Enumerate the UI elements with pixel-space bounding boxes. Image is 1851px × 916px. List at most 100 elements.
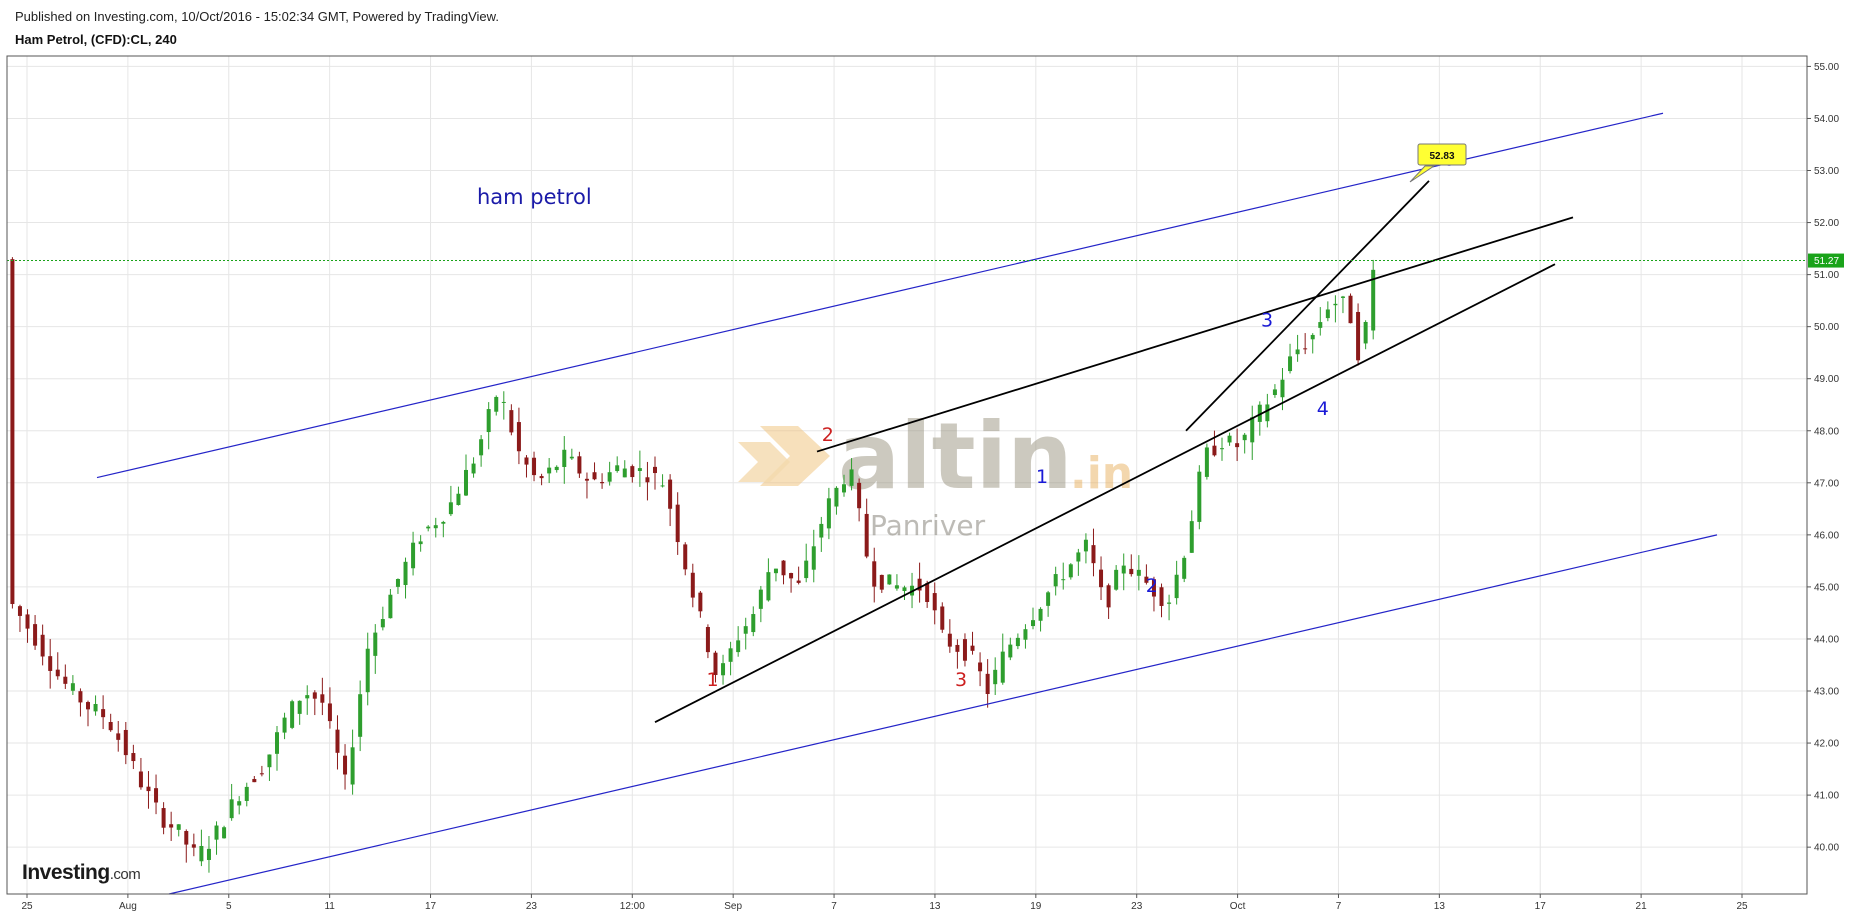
candle-body [932, 593, 937, 611]
candle-body [1083, 539, 1088, 552]
candle-body [819, 523, 824, 538]
price-callout: 52.83 [1409, 143, 1467, 183]
x-tick-label: 13 [1434, 901, 1446, 912]
candle-body [191, 844, 196, 848]
candle-body [297, 700, 302, 714]
candle-body [131, 753, 136, 762]
candle-body [373, 632, 378, 656]
wave-label: 2 [822, 424, 834, 446]
candle-body [902, 587, 907, 591]
candle-body [1182, 557, 1187, 579]
candle-body [879, 574, 884, 590]
channel-upper-line [96, 112, 1664, 479]
candle-body [441, 521, 446, 524]
candle-body [146, 786, 151, 792]
candle-body [116, 733, 121, 740]
candle-body [93, 703, 98, 712]
candle-body [275, 732, 279, 754]
candle-body [721, 663, 726, 676]
x-tick-label: 23 [526, 901, 538, 912]
candle-body [758, 589, 763, 609]
candle-body [138, 771, 143, 788]
candle-body [176, 824, 181, 830]
candle-body [471, 463, 476, 474]
candle-body [350, 747, 355, 785]
candle-body [736, 640, 741, 653]
candle-body [1053, 574, 1058, 587]
candle-body [940, 606, 945, 630]
candle-body [955, 644, 960, 652]
candle-body [327, 703, 332, 722]
candle-body [1303, 348, 1308, 350]
y-tick-label: 45.00 [1814, 582, 1839, 593]
candle-body [282, 717, 287, 733]
candle-body [380, 619, 385, 628]
candle-body [615, 465, 620, 472]
candle-body [645, 477, 650, 483]
candle-body [267, 754, 272, 768]
candle-body [1151, 579, 1156, 597]
candle-body [1038, 608, 1043, 621]
candle-body [887, 574, 892, 585]
x-tick-label: 5 [226, 901, 232, 912]
candle-body [184, 831, 189, 845]
trendline [1185, 180, 1430, 432]
candle-body [365, 648, 370, 693]
candle-body [789, 573, 794, 579]
x-tick-label: 7 [1336, 901, 1342, 912]
candle-body [773, 568, 778, 574]
candle-body [70, 683, 75, 691]
candle-body [1356, 311, 1361, 361]
candle-body [683, 544, 688, 570]
candle-body [290, 701, 295, 728]
candle-body [781, 560, 786, 576]
candle-body [40, 634, 45, 657]
candle-body [252, 778, 257, 783]
candle-body [108, 721, 113, 731]
trendline [816, 216, 1574, 453]
wave-label: 4 [1317, 398, 1329, 420]
candle-body [479, 439, 484, 456]
x-tick-label: 13 [929, 901, 941, 912]
trendline [654, 263, 1556, 724]
candle-body [17, 606, 22, 616]
candle-body [169, 824, 174, 828]
y-tick-label: 49.00 [1814, 374, 1839, 385]
candle-body [1340, 296, 1345, 298]
candle-body [63, 676, 68, 684]
candle-body [1000, 651, 1005, 683]
x-tick-label: 7 [831, 901, 837, 912]
y-tick-label: 47.00 [1814, 478, 1839, 489]
candle-body [1099, 569, 1104, 588]
candle-body [1068, 564, 1073, 578]
candle-body [55, 669, 60, 677]
candle-body [1242, 434, 1247, 441]
candle-body [335, 729, 340, 753]
candle-body [705, 627, 710, 653]
candle-body [222, 827, 227, 839]
candle-body [448, 502, 453, 515]
candle-body [554, 466, 559, 471]
candle-body [1250, 417, 1255, 443]
candle-body [1189, 521, 1194, 553]
candle-body [206, 848, 211, 860]
x-tick-label: 17 [1535, 901, 1547, 912]
candle-body [10, 259, 15, 605]
candle-body [592, 472, 597, 480]
wave-label: 1 [1036, 466, 1048, 488]
trendlines [96, 112, 1718, 895]
wave-labels: 12312345 [707, 148, 1457, 690]
candle-body [1015, 637, 1020, 647]
candle-body [728, 648, 733, 662]
candle-body [33, 624, 38, 646]
symbol-title: Ham Petrol, (CFD):CL, 240 [15, 32, 177, 47]
candle-body [501, 401, 506, 403]
investing-logo: Investing.com [22, 861, 141, 884]
candle-body [320, 694, 325, 703]
candle-body [962, 639, 967, 661]
candle-body [358, 694, 363, 737]
candle-body [917, 578, 922, 591]
y-tick-label: 53.00 [1814, 166, 1839, 177]
y-tick-label: 51.00 [1814, 270, 1839, 281]
candle-body [1325, 309, 1330, 319]
